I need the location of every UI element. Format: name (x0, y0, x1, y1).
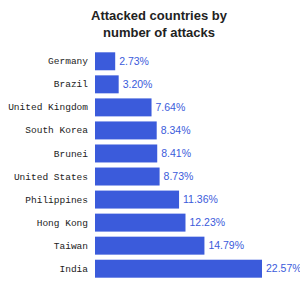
tick-label: Brazil (54, 79, 89, 90)
bars (95, 52, 262, 277)
data-label: 3.20% (123, 78, 153, 90)
tick: Brazil (54, 79, 89, 90)
tick-label: South Korea (25, 125, 88, 136)
bar (95, 214, 185, 232)
tick-label: Hong Kong (37, 218, 88, 229)
data-label: 14.79% (208, 239, 244, 251)
data-label: 7.64% (156, 101, 186, 113)
tick: United States (14, 172, 88, 183)
bar (95, 75, 119, 93)
title-line: number of attacks (103, 25, 215, 40)
tick: South Korea (25, 125, 88, 136)
bar (95, 260, 262, 278)
tick-label: United Kingdom (8, 102, 88, 113)
tick: United Kingdom (8, 102, 88, 113)
data-label: 11.36% (183, 193, 218, 205)
tick: Philippines (25, 195, 88, 206)
tick: Taiwan (54, 241, 88, 252)
tick-label: United States (14, 172, 88, 183)
tick-label: Taiwan (54, 241, 88, 252)
data-label: 12.23% (189, 216, 225, 228)
y-axis: Germany Brazil United Kingdom South Korea Br… (8, 51, 95, 281)
tick-label: Philippines (25, 195, 88, 206)
bar (95, 98, 152, 116)
data-label: 22.57% (266, 262, 300, 274)
tick: Hong Kong (37, 218, 88, 229)
tick: Germany (48, 56, 88, 67)
tick-label: Brunei (54, 149, 89, 160)
title-line: Attacked countries by (91, 8, 228, 23)
data-label: 8.34% (161, 124, 191, 136)
data-label: 8.73% (164, 170, 194, 182)
bar (95, 121, 157, 139)
tick: India (59, 264, 88, 275)
bar (95, 52, 115, 70)
bar (95, 191, 179, 209)
title: Attacked countries by number of attacks (91, 8, 228, 40)
chart: Attacked countries by number of attacks Ge… (0, 0, 300, 283)
data-label: 8.41% (161, 147, 191, 159)
page: {"chart_data": {"type": "bar", "title": … (0, 0, 300, 283)
data-label: 2.73% (119, 55, 149, 67)
bar (95, 168, 160, 186)
data-labels: 2.73% 3.20%7.64% 8.34% 8.41% 8.73% 11.36% 12.2… (119, 55, 300, 274)
tick-label: Germany (48, 56, 88, 67)
bar (95, 237, 204, 255)
tick: Brunei (54, 149, 89, 160)
tick-label: India (59, 264, 88, 275)
bar (95, 144, 157, 162)
